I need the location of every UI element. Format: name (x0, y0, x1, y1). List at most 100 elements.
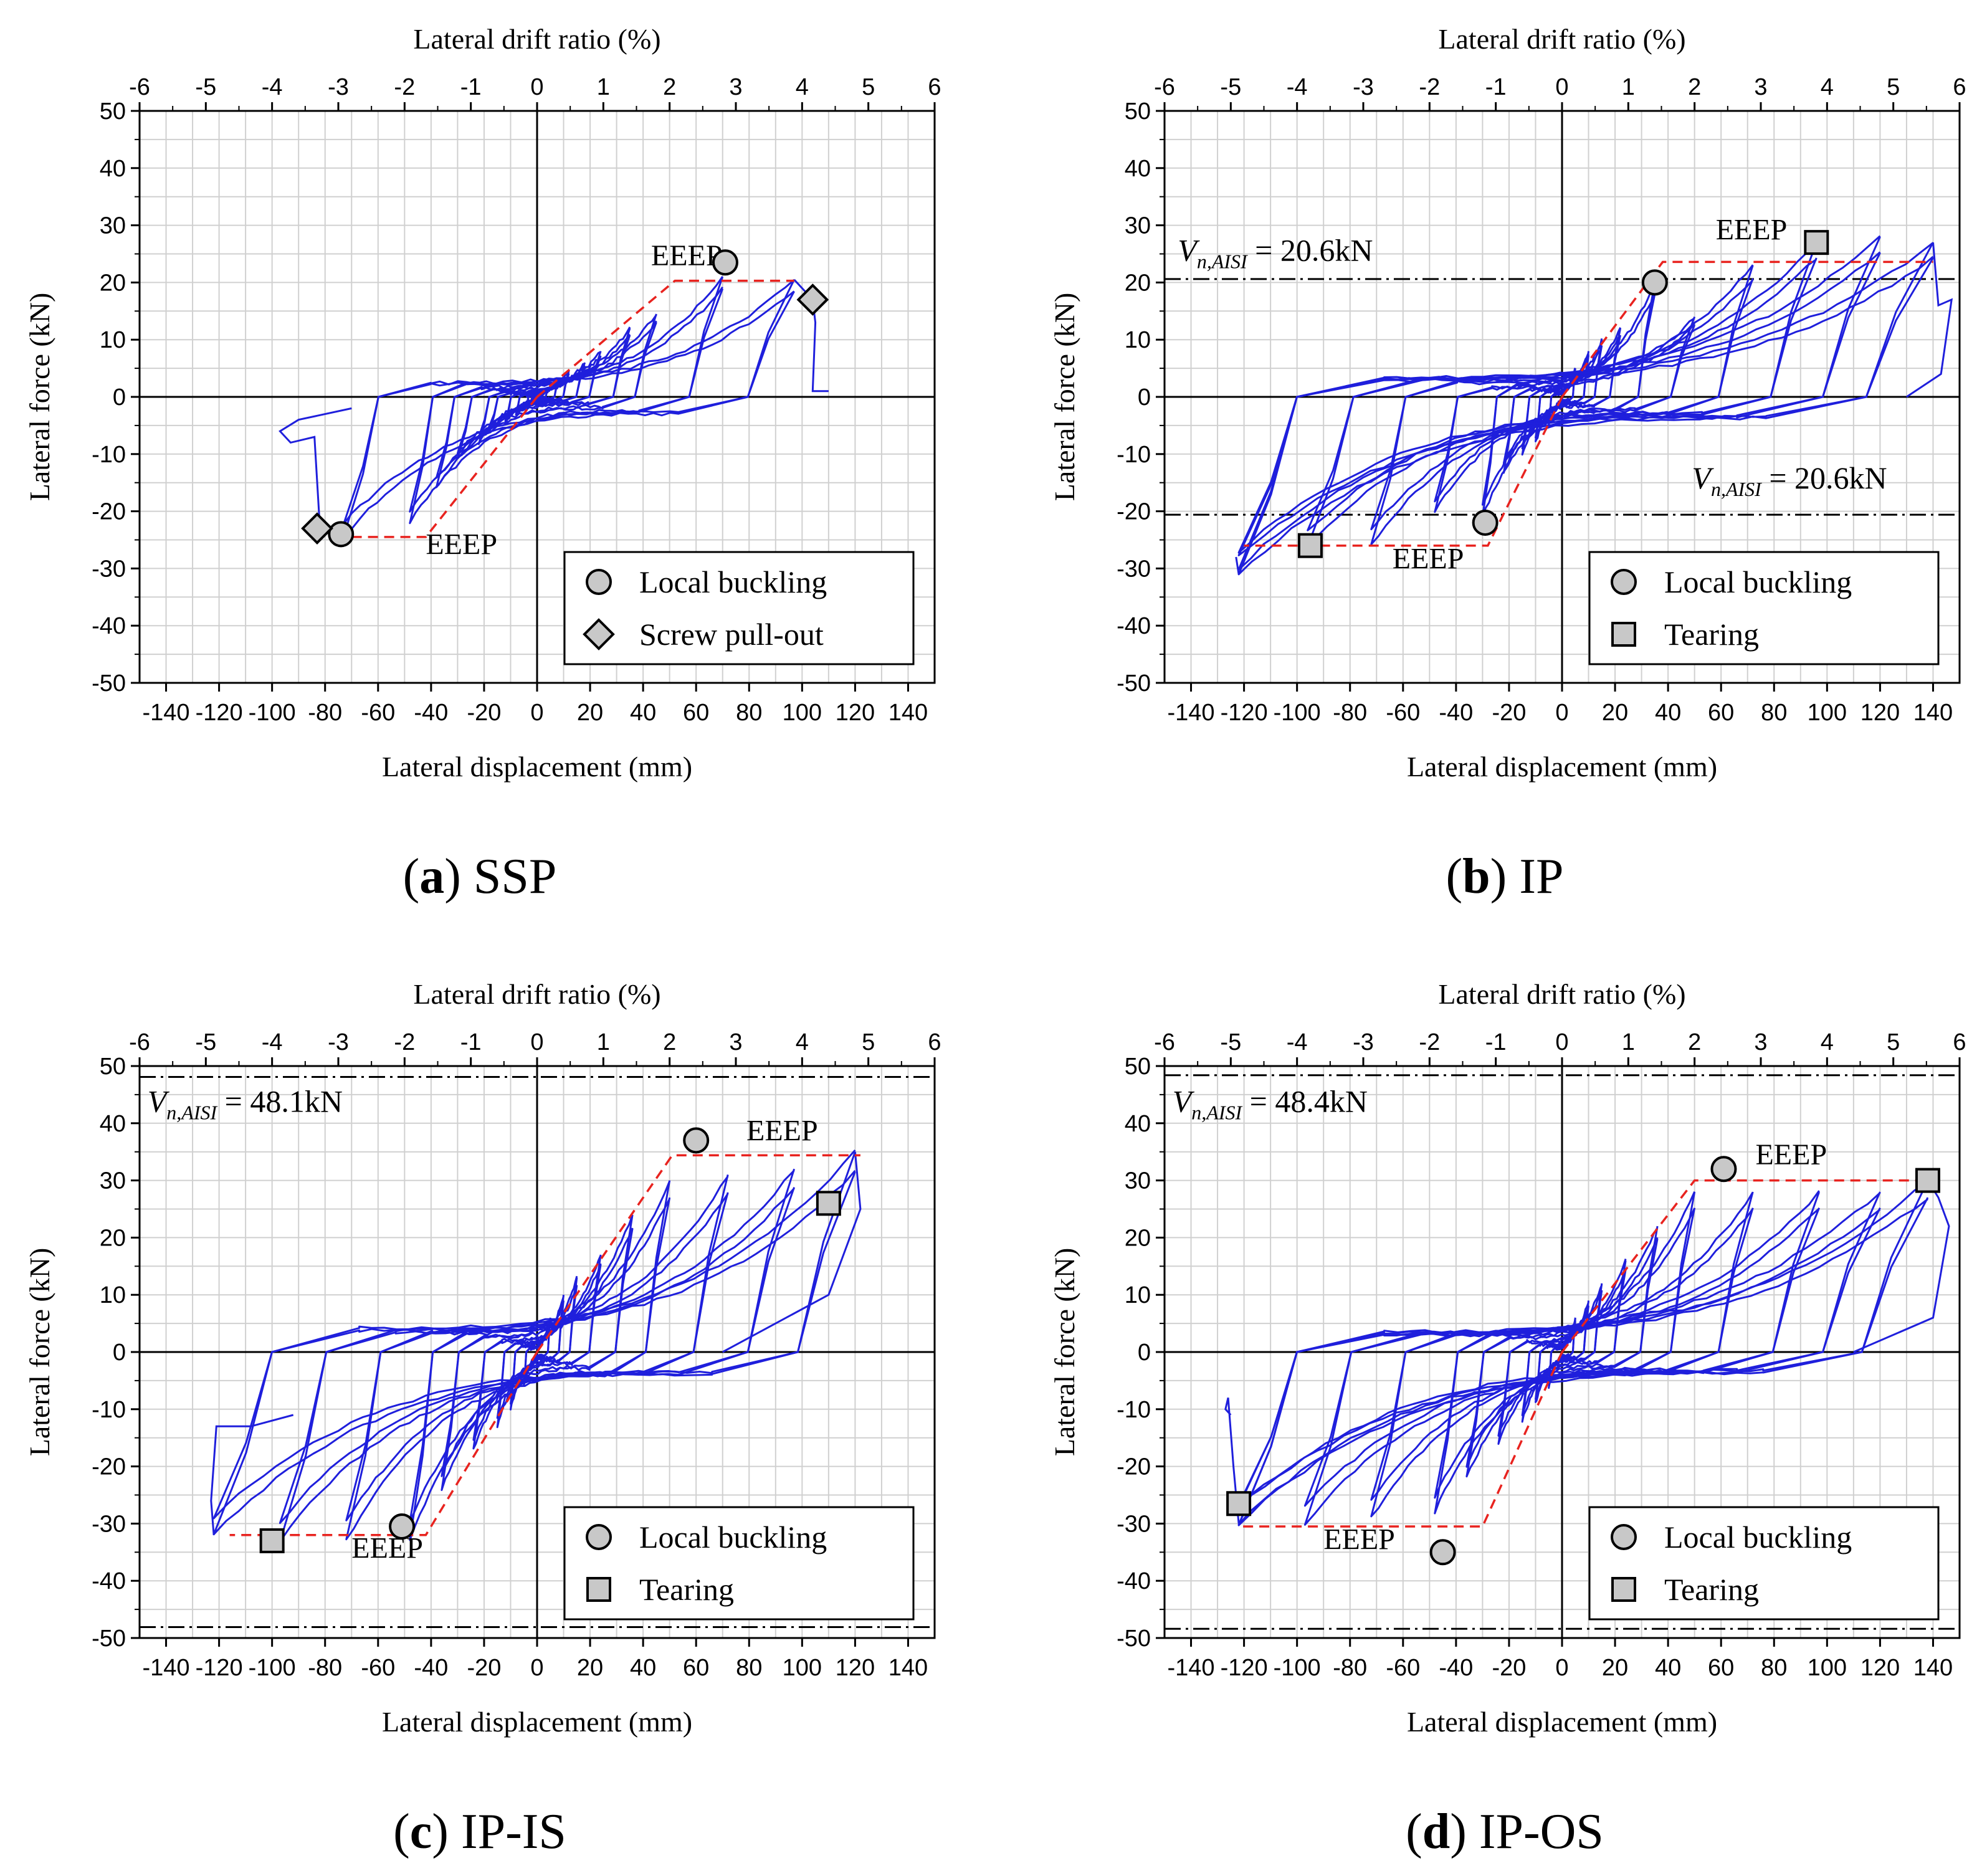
circle-marker (1710, 1156, 1737, 1183)
x-tick-label: -40 (1439, 700, 1473, 726)
x-tick-label: -120 (1221, 1655, 1268, 1681)
y-tick-label: -30 (92, 1511, 126, 1537)
x-axis-title: Lateral displacement (mm) (1407, 1706, 1717, 1738)
y-tick-label: -20 (92, 499, 126, 525)
x-tick-label: 80 (736, 700, 762, 726)
eeep-label: EEEP (651, 239, 723, 272)
hysteresis-loop (1481, 293, 1656, 506)
x-tick-label: -120 (196, 700, 243, 726)
failure-branch-neg (1235, 556, 1240, 574)
x-tick-label: -20 (467, 1655, 501, 1681)
x2-tick-label: -2 (394, 74, 415, 100)
y-tick-label: 0 (1138, 1340, 1151, 1366)
plot-area (279, 276, 829, 538)
x-tick-label: 60 (1708, 1655, 1734, 1681)
x-tick-label: -60 (1386, 700, 1420, 726)
y-tick-label: 20 (1125, 270, 1151, 296)
caption-letter: a (419, 849, 445, 904)
plot-area (1165, 235, 1960, 576)
x-tick-label: 140 (1913, 1655, 1953, 1681)
y-axis-title: Lateral force (kN) (1049, 293, 1080, 502)
hysteresis-loop (212, 1169, 856, 1520)
square-marker (816, 1191, 841, 1216)
x-tick-label: 120 (836, 700, 875, 726)
y-tick-label: 40 (100, 1111, 126, 1137)
x-tick-label: -20 (1492, 1655, 1526, 1681)
caption-title: SSP (473, 849, 557, 904)
y-tick-label: 30 (1125, 213, 1151, 239)
chart-panel-c: -140 -120 -100 -80 -60 -40 -20 0 20 40 60 80 100 120 1… (24, 978, 941, 1738)
x-tick-label: 20 (1602, 700, 1628, 726)
x2-tick-label: -1 (1485, 74, 1507, 100)
y-tick-label: 50 (1125, 1054, 1151, 1080)
eeep-curve-pos (536, 1154, 860, 1353)
x-tick-label: 140 (889, 1655, 928, 1681)
failure-branch-pos (722, 1151, 862, 1353)
failure-branch-neg (210, 1414, 294, 1535)
eeep-curve-neg (1244, 396, 1563, 547)
x-tick-label: 20 (577, 700, 603, 726)
y-tick-label: -20 (1117, 499, 1151, 525)
x-tick-label: 40 (1655, 1655, 1681, 1681)
caption-c: (c) IP-IS (393, 1804, 566, 1859)
y-tick-label: -20 (1117, 1454, 1151, 1480)
chart-panel-a: -140 -120 -100 -80 -60 -40 -20 0 20 40 60 80 100 120 1… (24, 23, 941, 783)
x2-tick-label: 5 (1887, 74, 1900, 100)
caption-b: (b) IP (1446, 849, 1564, 904)
hysteresis-loop (1434, 322, 1696, 503)
x2-tick-label: 6 (1953, 74, 1966, 100)
x2-tick-label: -5 (195, 1029, 216, 1055)
eeep-curve-pos (536, 279, 794, 398)
x-axis-title: Lateral displacement (mm) (382, 1706, 692, 1738)
x2-tick-label: 2 (1688, 74, 1701, 100)
x2-tick-label: 4 (796, 74, 809, 100)
hysteresis-loop (409, 286, 724, 513)
x-tick-label: 20 (1602, 1655, 1628, 1681)
x2-tick-label: -3 (1353, 1029, 1374, 1055)
x-tick-label: 0 (1555, 1655, 1568, 1681)
y-tick-label: 10 (1125, 1282, 1151, 1308)
y-tick-label: 0 (113, 384, 126, 411)
caption-letter: c (409, 1804, 432, 1859)
x2-tick-label: 2 (663, 1029, 676, 1055)
x2-tick-label: 6 (1953, 1029, 1966, 1055)
x2-tick-label: -2 (1419, 74, 1440, 100)
x2-axis-title: Lateral drift ratio (%) (1438, 978, 1685, 1010)
y-tick-label: -50 (92, 670, 126, 697)
x-tick-label: 60 (683, 1655, 709, 1681)
chart-panel-d: -140 -120 -100 -80 -60 -40 -20 0 20 40 60 80 100 120 1… (1049, 978, 1966, 1738)
legend-label: Local buckling (639, 1520, 827, 1555)
x2-tick-label: 1 (597, 74, 610, 100)
eeep-label: EEEP (1393, 542, 1464, 575)
x-tick-label: -60 (1386, 1655, 1420, 1681)
design-strength-label: Vn,AISI = 48.1kN (148, 1083, 343, 1123)
x2-tick-label: 0 (1555, 1029, 1568, 1055)
legend-circle-icon (1611, 1524, 1637, 1550)
x2-tick-label: 5 (862, 1029, 875, 1055)
x2-tick-label: 1 (1622, 1029, 1635, 1055)
y-tick-label: 40 (1125, 1111, 1151, 1137)
x2-axis-title: Lateral drift ratio (%) (413, 978, 660, 1010)
y-tick-label: -40 (1117, 1568, 1151, 1594)
x-tick-label: -120 (196, 1655, 243, 1681)
y-tick-label: -10 (92, 1397, 126, 1423)
x2-tick-label: -4 (1287, 1029, 1308, 1055)
circle-marker (712, 249, 738, 276)
x2-tick-label: -3 (328, 74, 349, 100)
legend-square-icon (586, 1577, 611, 1602)
hysteresis-loop (1434, 1207, 1696, 1499)
x-tick-label: -40 (414, 700, 448, 726)
caption-letter: b (1462, 849, 1490, 904)
y-axis-title: Lateral force (kN) (24, 1248, 55, 1457)
y-tick-label: 20 (100, 270, 126, 296)
y-tick-label: 30 (100, 213, 126, 239)
x-tick-label: 40 (630, 700, 656, 726)
x2-tick-label: 6 (928, 74, 941, 100)
y-tick-label: -40 (1117, 613, 1151, 639)
diamond-marker (796, 283, 829, 316)
x2-tick-label: -4 (262, 1029, 283, 1055)
y-tick-label: 0 (1138, 384, 1151, 411)
legend-box (1588, 551, 1940, 665)
caption-letter: d (1422, 1804, 1451, 1859)
y-tick-label: -50 (1117, 1626, 1151, 1652)
